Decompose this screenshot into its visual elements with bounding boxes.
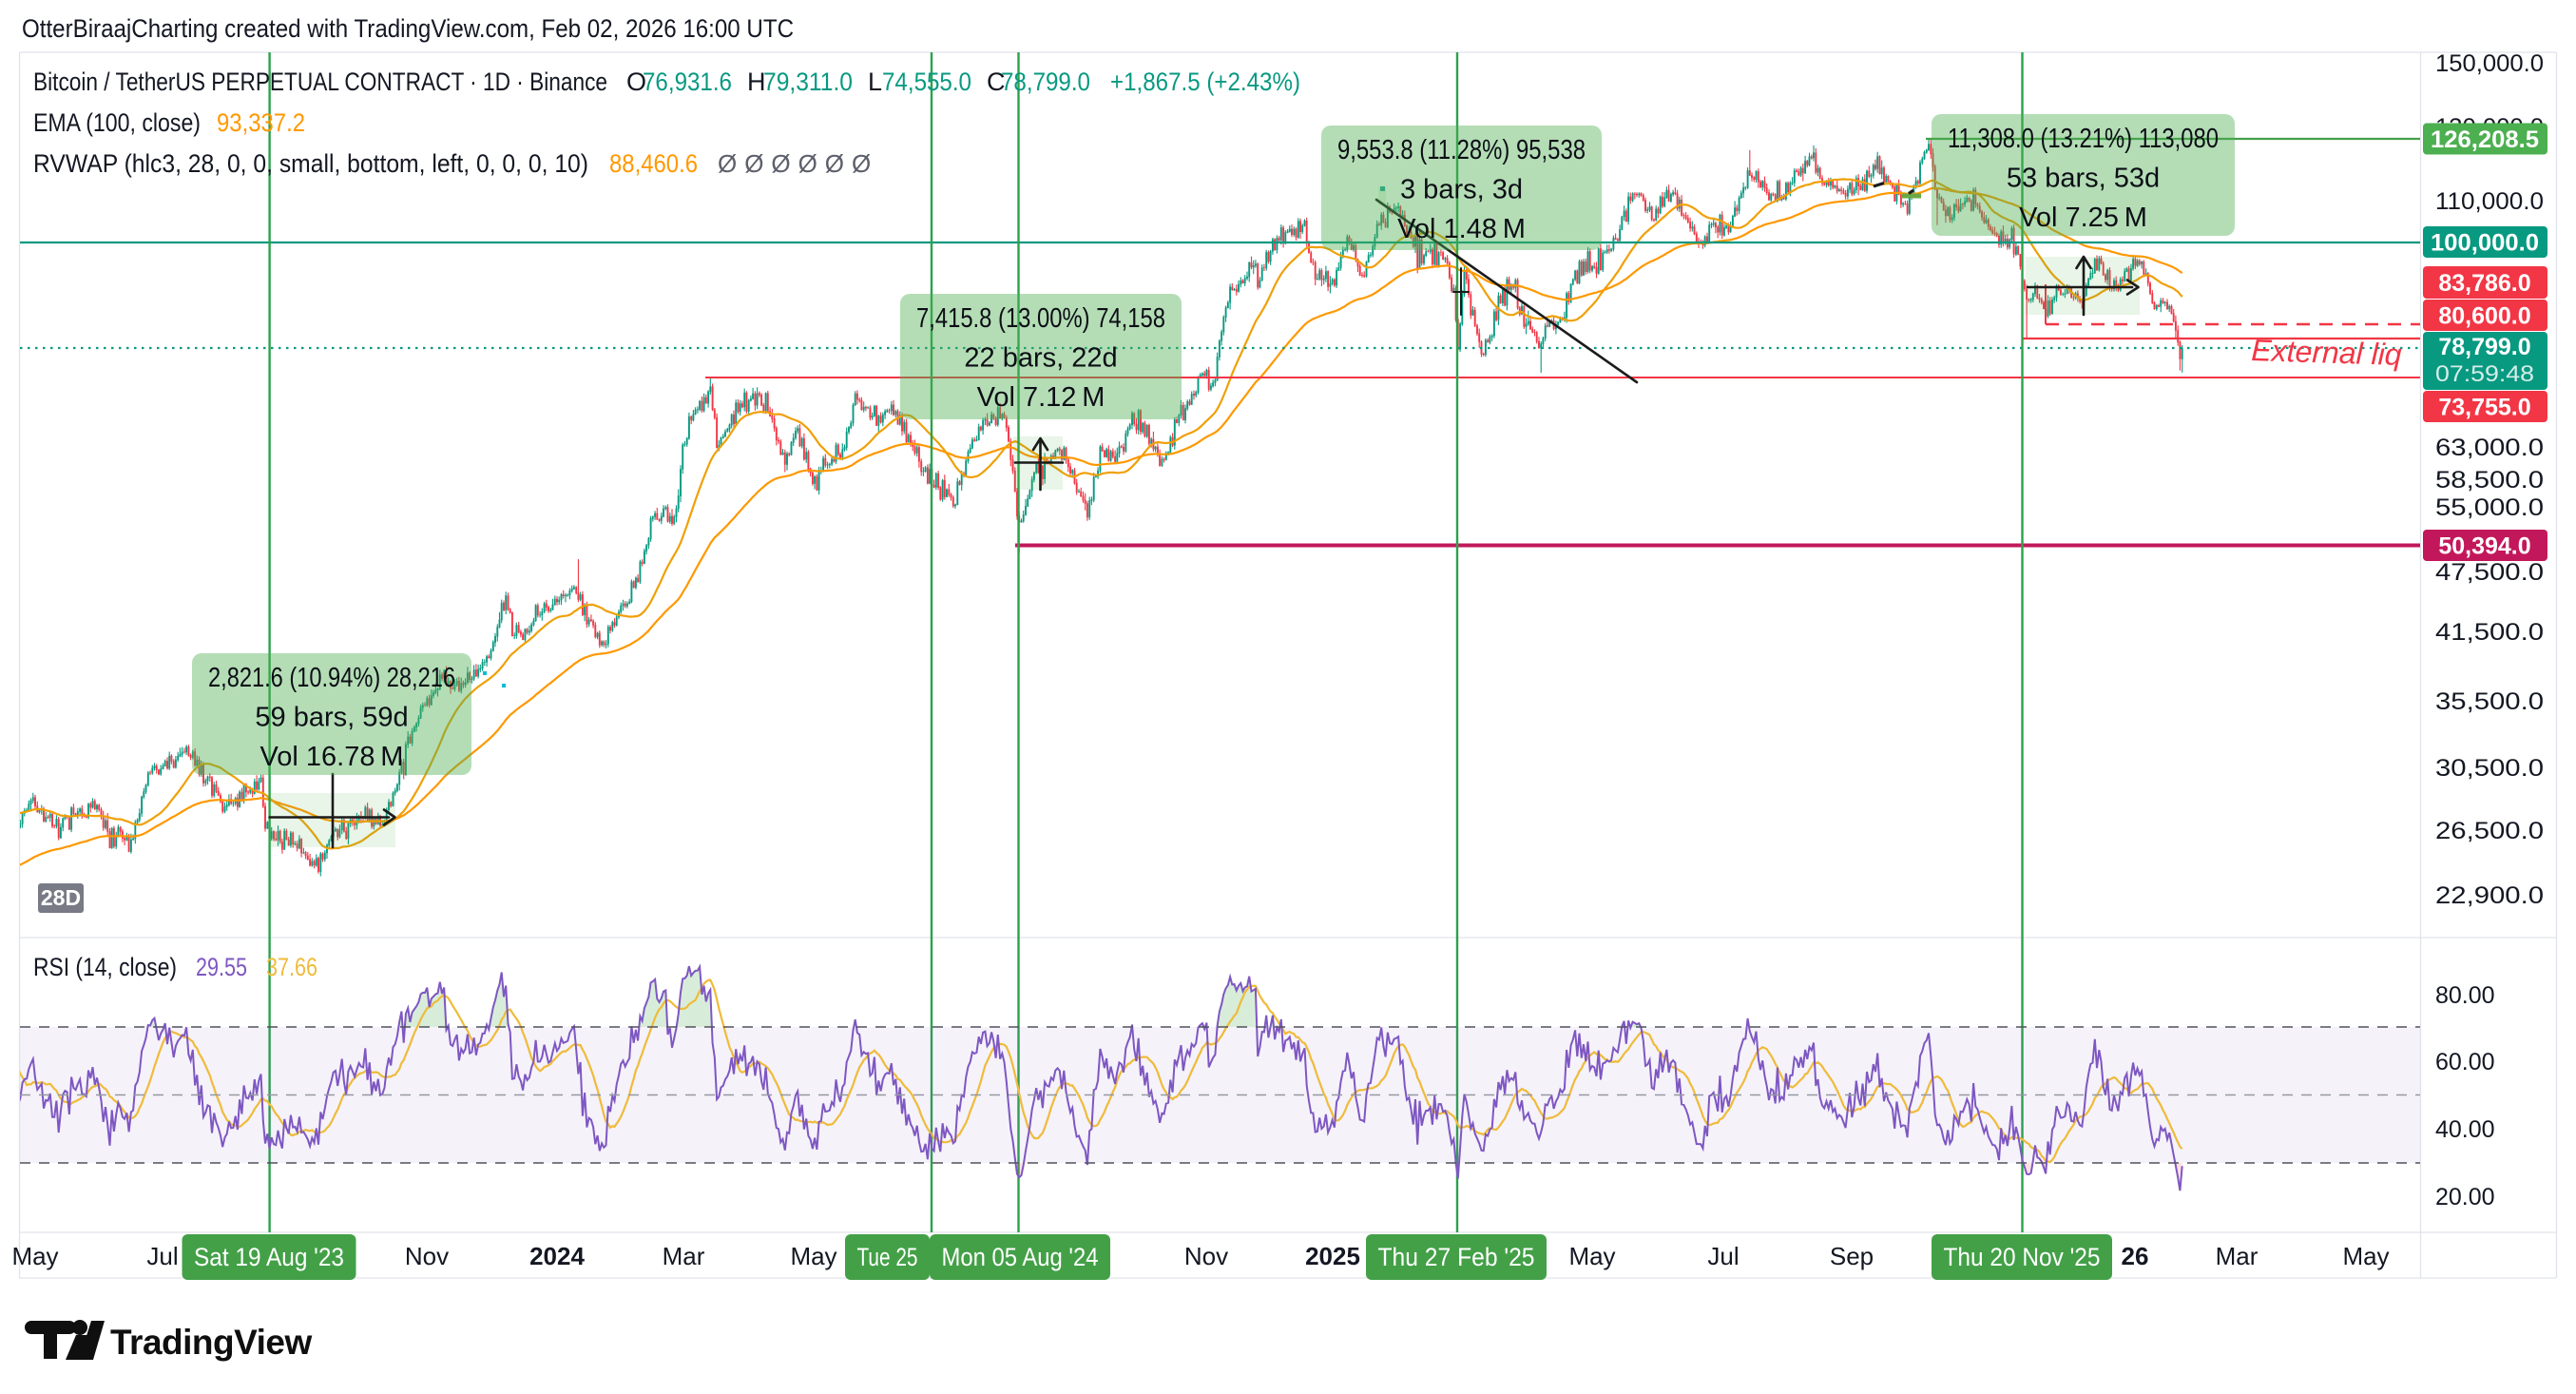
svg-text:126,208.5: 126,208.5 [2431,126,2539,153]
svg-text:Tue 25: Tue 25 [857,1243,918,1271]
svg-text:Vol 1.48 M: Vol 1.48 M [1397,214,1526,244]
svg-text:40.00: 40.00 [2435,1116,2495,1143]
svg-text:83,786.0: 83,786.0 [2438,270,2530,297]
svg-text:35,500.0: 35,500.0 [2435,688,2544,715]
svg-text:7,415.8 (13.00%) 74,158: 7,415.8 (13.00%) 74,158 [916,303,1165,334]
svg-text:79,311.0: 79,311.0 [763,68,853,96]
svg-text:May: May [1568,1242,1615,1270]
svg-text:55,000.0: 55,000.0 [2435,494,2544,521]
svg-text:Vol 7.12 M: Vol 7.12 M [977,382,1105,413]
svg-text:07:59:48: 07:59:48 [2435,361,2534,387]
svg-text:Mar: Mar [663,1242,705,1270]
svg-text:Ø: Ø [744,149,763,178]
svg-text:RVWAP (hlc3, 28, 0, 0, small,: RVWAP (hlc3, 28, 0, 0, small, bottom, le… [33,149,588,178]
svg-text:80,600.0: 80,600.0 [2438,303,2530,330]
svg-text:May: May [11,1242,58,1270]
svg-text:59 bars, 59d: 59 bars, 59d [255,703,408,733]
svg-text:26: 26 [2122,1242,2149,1270]
svg-text:Mar: Mar [2216,1242,2259,1270]
svg-text:78,799.0: 78,799.0 [1001,68,1090,96]
svg-text:Bitcoin / TetherUS PERPETUAL C: Bitcoin / TetherUS PERPETUAL CONTRACT · … [33,68,607,96]
svg-text:OtterBiraajCharting created wi: OtterBiraajCharting created with Trading… [22,14,794,43]
svg-text:May: May [790,1242,836,1270]
svg-text:Sat 19 Aug '23: Sat 19 Aug '23 [194,1243,344,1271]
svg-text:+1,867.5 (+2.43%): +1,867.5 (+2.43%) [1110,68,1300,96]
svg-text:60.00: 60.00 [2435,1049,2495,1075]
svg-text:76,931.6: 76,931.6 [643,68,732,96]
svg-text:63,000.0: 63,000.0 [2435,435,2544,461]
svg-text:Ø: Ø [798,149,817,178]
svg-text:Sep: Sep [1830,1242,1874,1270]
svg-text:22,900.0: 22,900.0 [2435,882,2544,909]
svg-text:Jul: Jul [1707,1242,1739,1270]
svg-text:TradingView: TradingView [110,1323,312,1362]
svg-text:80.00: 80.00 [2435,982,2495,1009]
svg-text:41,500.0: 41,500.0 [2435,619,2544,646]
svg-text:58,500.0: 58,500.0 [2435,467,2544,494]
svg-text:22 bars, 22d: 22 bars, 22d [964,343,1117,374]
svg-text:78,799.0: 78,799.0 [2438,334,2530,360]
svg-text:9,553.8 (11.28%) 95,538: 9,553.8 (11.28%) 95,538 [1337,135,1586,165]
svg-text:Nov: Nov [1184,1242,1228,1270]
svg-text:74,555.0: 74,555.0 [882,68,971,96]
svg-text:O: O [626,68,646,96]
svg-text:20.00: 20.00 [2435,1184,2495,1210]
svg-text:Ø: Ø [771,149,790,178]
svg-text:EMA (100, close): EMA (100, close) [33,108,201,137]
svg-text:2,821.6 (10.94%) 28,216: 2,821.6 (10.94%) 28,216 [208,663,455,693]
svg-text:37.66: 37.66 [266,953,317,981]
svg-text:Vol 16.78 M: Vol 16.78 M [260,742,404,772]
svg-text:30,500.0: 30,500.0 [2435,755,2544,782]
svg-text:110,000.0: 110,000.0 [2435,188,2544,215]
svg-text:28D: 28D [41,885,81,910]
svg-text:26,500.0: 26,500.0 [2435,818,2544,844]
svg-text:Ø: Ø [825,149,844,178]
svg-text:Mon 05 Aug '24: Mon 05 Aug '24 [942,1243,1099,1271]
svg-text:Thu 20 Nov '25: Thu 20 Nov '25 [1944,1243,2101,1271]
svg-text:100,000.0: 100,000.0 [2431,230,2539,257]
svg-text:May: May [2342,1242,2389,1270]
svg-text:C: C [987,68,1006,96]
svg-text:93,337.2: 93,337.2 [217,108,305,137]
svg-text:RSI (14, close): RSI (14, close) [33,953,177,981]
svg-text:88,460.6: 88,460.6 [609,149,698,178]
svg-text:Ø: Ø [852,149,871,178]
svg-text:Ø: Ø [718,149,737,178]
svg-text:53 bars, 53d: 53 bars, 53d [2007,164,2160,194]
svg-text:47,500.0: 47,500.0 [2435,559,2544,586]
svg-text:11,308.0 (13.21%) 113,080: 11,308.0 (13.21%) 113,080 [1948,124,2219,154]
svg-text:H: H [747,68,766,96]
svg-text:Thu 27 Feb '25: Thu 27 Feb '25 [1378,1243,1535,1271]
svg-text:2024: 2024 [529,1242,585,1270]
svg-text:L: L [868,68,882,96]
svg-text:2025: 2025 [1305,1242,1360,1270]
svg-text:73,755.0: 73,755.0 [2438,395,2530,421]
svg-text:External liq: External liq [2251,333,2403,372]
svg-text:3 bars, 3d: 3 bars, 3d [1400,175,1523,205]
svg-text:Vol 7.25 M: Vol 7.25 M [2019,203,2147,233]
svg-text:Nov: Nov [405,1242,449,1270]
svg-text:Jul: Jul [146,1242,178,1270]
svg-text:50,394.0: 50,394.0 [2438,533,2530,560]
svg-text:29.55: 29.55 [196,953,247,981]
svg-text:150,000.0: 150,000.0 [2435,50,2544,77]
